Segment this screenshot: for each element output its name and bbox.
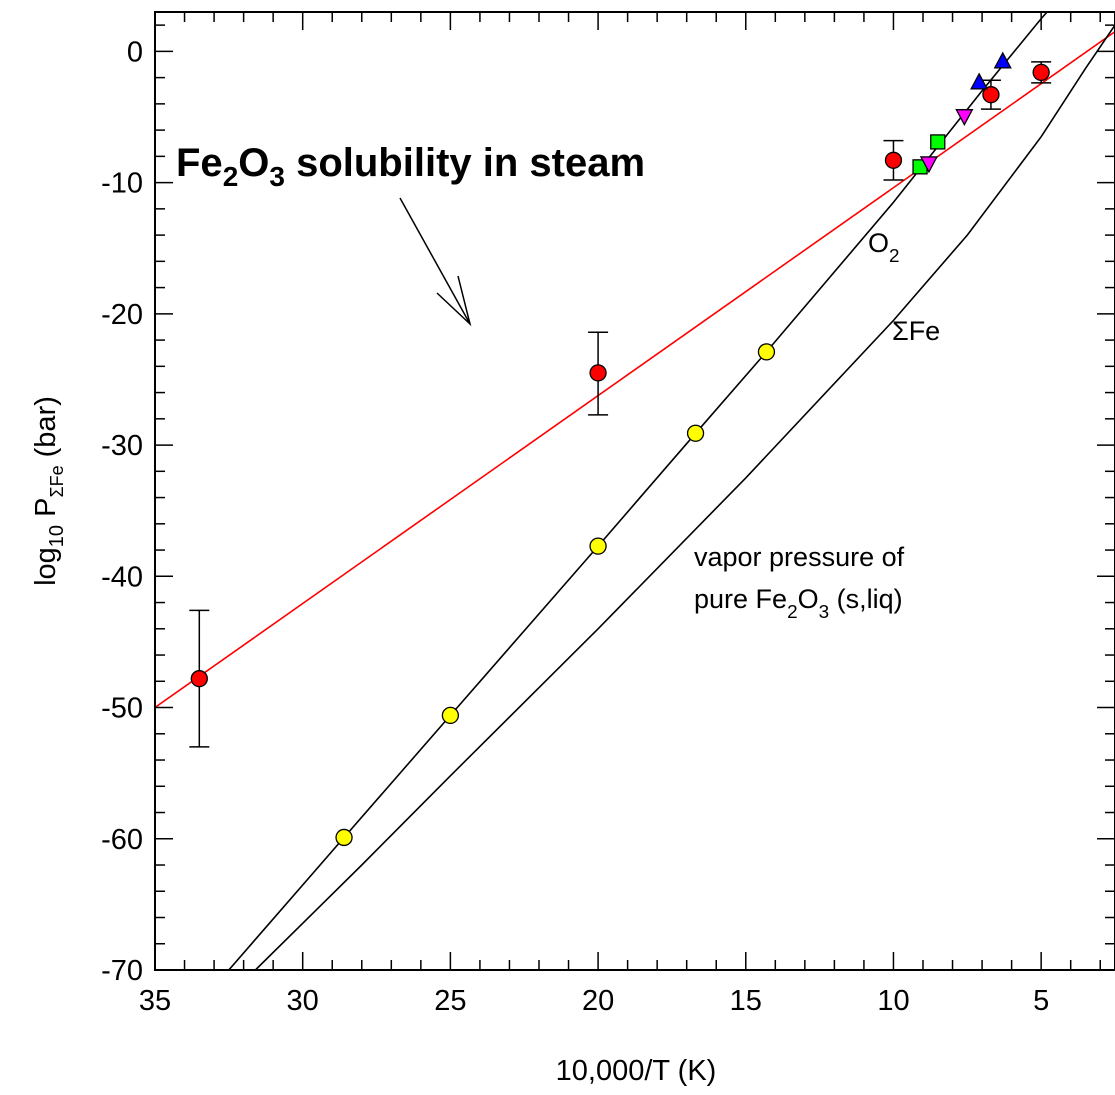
x-tick-label: 5 [1033, 985, 1049, 1017]
y-tick-label: -40 [101, 561, 143, 593]
data-point [919, 156, 938, 174]
series-line--fe [254, 24, 1115, 970]
data-point [930, 134, 946, 150]
y-tick-label: 0 [127, 36, 143, 68]
data-point [441, 706, 460, 725]
y-tick-label: -70 [101, 955, 143, 987]
x-tick-label: 30 [287, 985, 319, 1017]
data-point [1032, 63, 1050, 82]
x-tick-label: 35 [139, 985, 171, 1017]
plot-frame [154, 11, 1115, 971]
data-point [757, 343, 776, 361]
annotation-layer: Fe2O3 solubility in steam O2 ΣFe vapor pres… [176, 141, 940, 623]
tick-layer [154, 12, 1115, 971]
data-point [884, 151, 903, 169]
data-point [970, 72, 989, 90]
data-point [955, 109, 974, 127]
data-point [589, 364, 607, 382]
data-point [335, 828, 353, 847]
annotation-vp2: pure Fe2O3 (s,liq) [694, 584, 903, 623]
series-line-o2 [228, 12, 1048, 970]
x-tick-label: 10 [877, 985, 909, 1017]
annotation-sfe: ΣFe [892, 316, 940, 346]
x-tick-label: 25 [434, 985, 466, 1017]
y-tick-label: -30 [101, 430, 143, 462]
annotation-o2: O2 [868, 228, 900, 267]
series-line-fe2o3-solubility-in-steam [155, 31, 1115, 709]
data-point [589, 537, 607, 555]
x-axis-title: 10,000/T (K) [556, 1055, 717, 1087]
annotation-title: Fe2O3 solubility in steam [176, 141, 645, 192]
y-tick-label: -50 [101, 693, 143, 725]
marker-layer [189, 51, 1052, 847]
data-point [190, 670, 208, 688]
y-tick-label: -10 [101, 168, 143, 200]
arrow-head [436, 275, 472, 327]
label-layer: 35 30 25 20 15 10 5 0 -10 -20 -30 -40 -50 -60 -70 [101, 36, 1049, 1017]
y-axis-title: log10 PΣFe (bar) [30, 396, 68, 586]
arrow-shaft [399, 197, 471, 325]
data-point [686, 424, 705, 442]
y-tick-label: -20 [101, 299, 143, 331]
x-tick-label: 15 [730, 985, 762, 1017]
annotation-vp1: vapor pressure of [694, 542, 905, 572]
data-point [982, 86, 1000, 104]
y-tick-label: -60 [101, 824, 143, 856]
x-tick-label: 20 [582, 985, 614, 1017]
series-layer [155, 12, 1115, 970]
data-point [993, 51, 1012, 69]
